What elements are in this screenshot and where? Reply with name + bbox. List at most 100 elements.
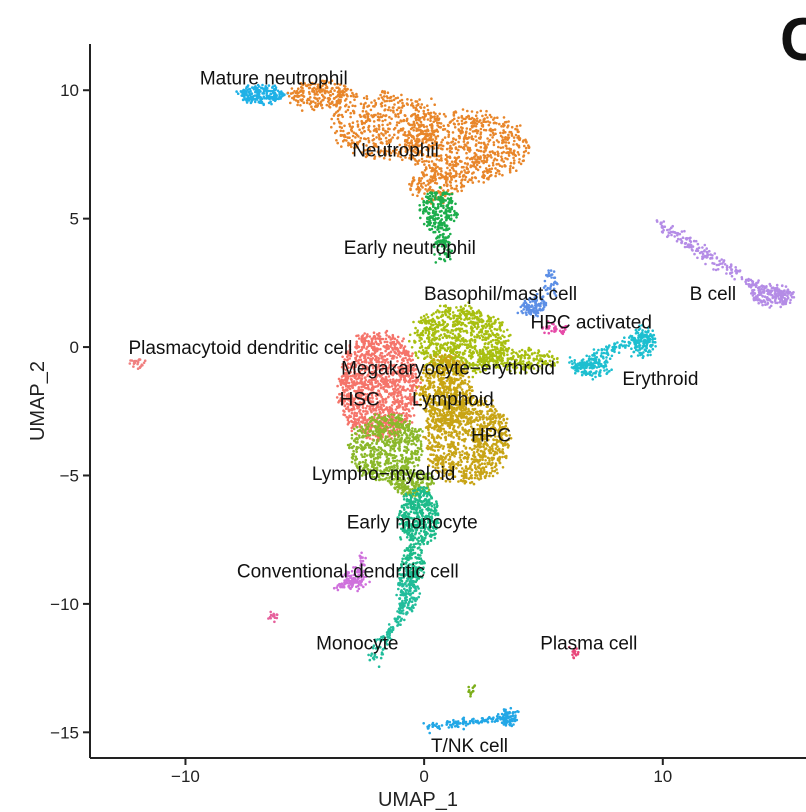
cell-point — [441, 235, 445, 239]
cell-point — [621, 339, 624, 343]
cell-point — [438, 233, 442, 237]
cell-point — [462, 145, 466, 149]
cell-point — [446, 203, 450, 207]
cell-point — [475, 122, 479, 126]
cell-point — [479, 145, 483, 149]
cell-point — [431, 205, 435, 209]
cell-point — [428, 344, 431, 347]
cell-point — [497, 140, 500, 144]
cell-point — [331, 92, 335, 96]
cell-point — [438, 186, 442, 189]
cell-point — [501, 136, 504, 139]
cell-point — [446, 129, 449, 133]
cell-point — [482, 351, 485, 355]
cell-point — [430, 160, 434, 163]
cell-point — [360, 131, 363, 134]
cell-point — [788, 301, 792, 305]
cell-point — [730, 268, 734, 271]
cell-point — [704, 262, 707, 266]
cell-point — [714, 268, 718, 272]
cell-point — [424, 317, 427, 320]
cell-point — [371, 134, 375, 137]
cell-point — [445, 147, 449, 151]
cell-point — [502, 129, 505, 132]
cell-point — [703, 243, 707, 247]
cell-point — [427, 155, 430, 158]
cell-point — [377, 125, 381, 128]
cell-point — [779, 305, 782, 309]
cell-point — [381, 337, 385, 341]
cell-point — [448, 180, 452, 183]
cell-point — [525, 313, 528, 317]
cell-point — [445, 191, 448, 194]
cell-point — [364, 110, 368, 113]
cluster-mature-neutrophil-points — [235, 83, 289, 107]
cell-point — [574, 371, 577, 375]
cell-point — [495, 341, 499, 345]
cell-point — [360, 121, 364, 124]
cell-point — [516, 130, 520, 134]
cell-point — [605, 349, 608, 352]
cell-point — [355, 92, 358, 96]
cell-point — [365, 97, 369, 101]
cell-point — [417, 333, 421, 337]
cell-point — [309, 96, 312, 99]
cell-point — [283, 93, 286, 97]
cell-point — [490, 325, 494, 329]
cell-point — [379, 347, 382, 351]
cell-point — [376, 112, 380, 115]
cell-point — [493, 157, 497, 161]
cell-point — [443, 325, 447, 329]
cell-point — [442, 112, 446, 116]
cell-point — [323, 96, 327, 99]
cell-point — [414, 142, 418, 146]
cell-point — [405, 119, 409, 123]
cell-point — [546, 320, 550, 324]
cell-point — [375, 342, 379, 346]
cell-point — [545, 273, 548, 277]
cell-point — [332, 122, 336, 125]
cell-point — [446, 166, 449, 170]
cell-point — [486, 314, 490, 318]
cell-point — [507, 346, 511, 350]
cell-point — [436, 228, 439, 231]
cell-point — [415, 121, 419, 125]
cell-point — [488, 167, 491, 171]
cell-point — [605, 356, 608, 359]
cell-point — [391, 348, 395, 351]
cell-point — [452, 114, 456, 117]
cell-point — [428, 223, 431, 226]
cell-point — [786, 296, 790, 300]
cell-point — [242, 94, 245, 98]
cell-point — [391, 106, 395, 109]
cell-point — [518, 158, 521, 161]
cell-point — [438, 323, 441, 327]
cell-point — [751, 280, 755, 284]
cell-point — [246, 84, 250, 87]
cell-point — [701, 257, 704, 261]
cell-point — [430, 129, 434, 132]
cell-point — [424, 166, 428, 169]
cell-point — [443, 252, 447, 256]
cell-point — [684, 241, 688, 245]
cell-point — [342, 129, 345, 133]
cell-point — [476, 168, 480, 172]
cell-point — [477, 141, 481, 144]
cell-point — [757, 301, 760, 305]
cell-point — [302, 95, 306, 98]
cell-point — [524, 149, 528, 153]
cell-point — [426, 108, 430, 112]
cell-point — [521, 140, 525, 143]
cell-point — [380, 406, 383, 409]
cell-point — [763, 300, 767, 304]
cell-point — [356, 125, 360, 128]
cell-point — [468, 304, 471, 308]
cell-point — [757, 298, 761, 301]
cell-point — [268, 97, 271, 101]
cell-point — [764, 286, 768, 289]
cell-point — [473, 338, 477, 342]
cell-point — [403, 145, 407, 148]
cell-point — [437, 154, 441, 158]
cell-point — [338, 106, 342, 109]
cell-point — [440, 218, 444, 221]
